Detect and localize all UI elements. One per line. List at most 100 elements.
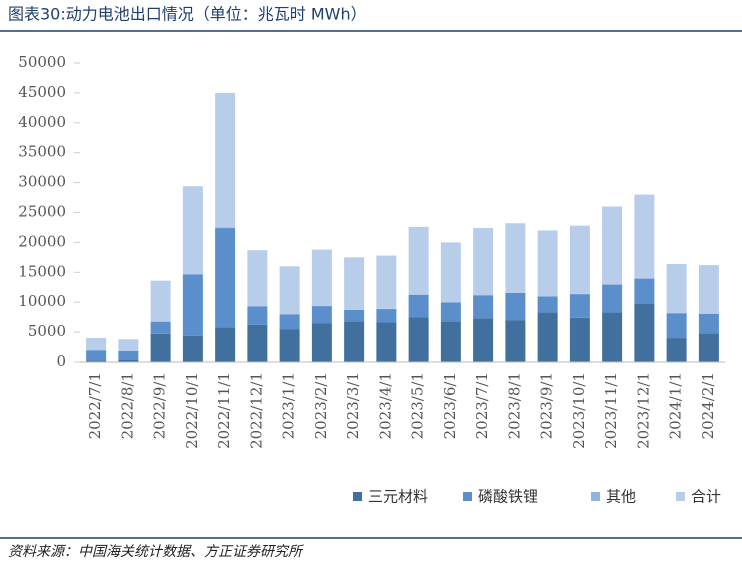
bar-segment [118,350,139,360]
bar-segment [182,186,203,275]
y-tick-label: 5000 [28,322,66,340]
bar-segment [569,317,590,362]
bar-segment [376,255,397,309]
bar-segment [698,265,719,314]
x-tick-label: 2024/1/1 [667,372,685,439]
x-tick-label: 2024/2/1 [699,372,717,439]
x-tick-label: 2023/2/1 [312,372,330,439]
x-tick-label: 2023/12/1 [634,372,652,449]
bar-segment [311,306,332,324]
y-tick-label: 30000 [18,173,66,191]
bar-segment [634,278,655,304]
x-tick-label: 2023/7/1 [473,372,491,439]
bar-segment [440,242,461,303]
bar-segment [505,292,526,321]
y-tick-label: 50000 [18,53,66,71]
bar-segment [118,359,139,362]
bar-segment [182,274,203,336]
bar-segment [247,306,268,325]
bar-segment [666,313,687,339]
y-tick-label: 20000 [18,232,66,250]
bar-segment [182,335,203,362]
bar-segment [376,322,397,362]
legend-swatch [463,492,472,501]
x-tick-label: 2023/6/1 [441,372,459,439]
bar-segment [505,223,526,293]
y-tick-label: 15000 [18,262,66,280]
bar-segment [344,257,365,310]
bar-segment [473,295,494,319]
legend-label: 其他 [606,488,636,506]
bar-segment [569,225,590,294]
bar-segment [279,266,300,315]
bar-segment [602,284,623,313]
bar-segment [279,329,300,362]
bar-segment [698,333,719,362]
x-tick-label: 2023/3/1 [344,372,362,439]
bar-segment [150,333,171,362]
x-tick-label: 2023/11/1 [602,372,620,449]
bar-segment [634,194,655,279]
bar-segment [602,312,623,362]
bar-segment [150,321,171,334]
y-tick-label: 35000 [18,143,66,161]
bar-segment [311,249,332,306]
bar-segment [602,206,623,285]
bar-segment [440,321,461,362]
y-tick-label: 40000 [18,113,66,131]
bar-segment [86,338,107,351]
bar-segment [150,280,171,322]
bar-segment [473,318,494,362]
legend-label: 合计 [691,488,721,506]
x-tick-label: 2023/9/1 [538,372,556,439]
legend-label: 磷酸铁锂 [478,488,538,506]
bar-segment [408,294,429,318]
bar-segment [215,92,236,228]
x-tick-label: 2023/1/1 [280,372,298,439]
legend-swatch [353,492,362,501]
x-tick-label: 2023/10/1 [570,372,588,449]
bar-segment [408,226,429,295]
legend-swatch [676,492,685,501]
x-tick-label: 2022/7/1 [86,372,104,439]
bar-segment [215,327,236,362]
y-tick-label: 10000 [18,292,66,310]
bar-segment [537,230,558,297]
bar-segment [247,250,268,307]
bar-segment [215,227,236,229]
legend-label: 三元材料 [368,488,428,506]
y-tick-label: 25000 [18,203,66,221]
bar-segment [118,339,139,351]
bar-segment [440,302,461,322]
bar-segment [634,303,655,362]
x-tick-label: 2022/12/1 [247,372,265,449]
x-tick-label: 2023/8/1 [505,372,523,439]
bar-segment [698,313,719,334]
y-tick-label: 45000 [18,83,66,101]
bar-segment [86,360,107,362]
x-tick-label: 2023/4/1 [376,372,394,439]
bar-segment [666,263,687,313]
bar-segment [473,228,494,296]
bar-segment [311,323,332,362]
source: 资料来源：中国海关统计数据、方正证券研究所 [8,544,304,560]
chart-title: 图表30:动力电池出口情况（单位：兆瓦时 MWh） [8,5,367,24]
bar-segment [537,296,558,313]
bar-segment [537,312,558,362]
y-tick-label: 0 [56,352,66,370]
x-tick-label: 2022/9/1 [151,372,169,439]
x-tick-label: 2023/5/1 [409,372,427,439]
x-tick-label: 2022/8/1 [118,372,136,439]
bar-segment [344,309,365,322]
x-tick-label: 2022/11/1 [215,372,233,449]
bar-segment [344,321,365,362]
bar-segment [279,314,300,330]
legend-swatch [591,492,600,501]
bar-segment [247,324,268,362]
bar-segment [408,317,429,362]
bar-segment [215,228,236,328]
bar-segment [666,338,687,362]
bar-segment [86,350,107,361]
bar-segment [505,320,526,362]
